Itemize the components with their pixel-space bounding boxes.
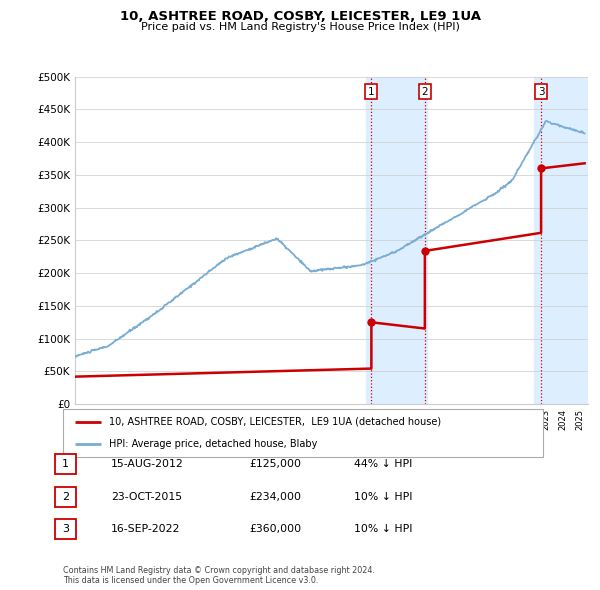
Text: 2: 2 — [62, 492, 69, 502]
Text: 10, ASHTREE ROAD, COSBY, LEICESTER, LE9 1UA: 10, ASHTREE ROAD, COSBY, LEICESTER, LE9 … — [119, 10, 481, 23]
Text: 3: 3 — [538, 87, 544, 97]
Text: 1: 1 — [62, 460, 69, 469]
Text: £125,000: £125,000 — [249, 460, 301, 469]
Text: 10, ASHTREE ROAD, COSBY, LEICESTER,  LE9 1UA (detached house): 10, ASHTREE ROAD, COSBY, LEICESTER, LE9 … — [109, 417, 441, 427]
Text: 23-OCT-2015: 23-OCT-2015 — [111, 492, 182, 502]
Bar — [366, 77, 427, 404]
Text: HPI: Average price, detached house, Blaby: HPI: Average price, detached house, Blab… — [109, 439, 317, 449]
FancyBboxPatch shape — [55, 487, 76, 507]
FancyBboxPatch shape — [55, 454, 76, 474]
Bar — [534, 77, 588, 404]
Text: 2: 2 — [422, 87, 428, 97]
Text: £360,000: £360,000 — [249, 525, 301, 534]
Text: Price paid vs. HM Land Registry's House Price Index (HPI): Price paid vs. HM Land Registry's House … — [140, 22, 460, 32]
Text: Contains HM Land Registry data © Crown copyright and database right 2024.
This d: Contains HM Land Registry data © Crown c… — [63, 566, 375, 585]
Text: 1: 1 — [368, 87, 374, 97]
Text: 44% ↓ HPI: 44% ↓ HPI — [354, 460, 412, 469]
Text: 3: 3 — [62, 525, 69, 534]
Text: 10% ↓ HPI: 10% ↓ HPI — [354, 525, 413, 534]
Text: 16-SEP-2022: 16-SEP-2022 — [111, 525, 181, 534]
Text: 10% ↓ HPI: 10% ↓ HPI — [354, 492, 413, 502]
FancyBboxPatch shape — [63, 409, 543, 457]
Text: 15-AUG-2012: 15-AUG-2012 — [111, 460, 184, 469]
Text: £234,000: £234,000 — [249, 492, 301, 502]
FancyBboxPatch shape — [55, 519, 76, 539]
